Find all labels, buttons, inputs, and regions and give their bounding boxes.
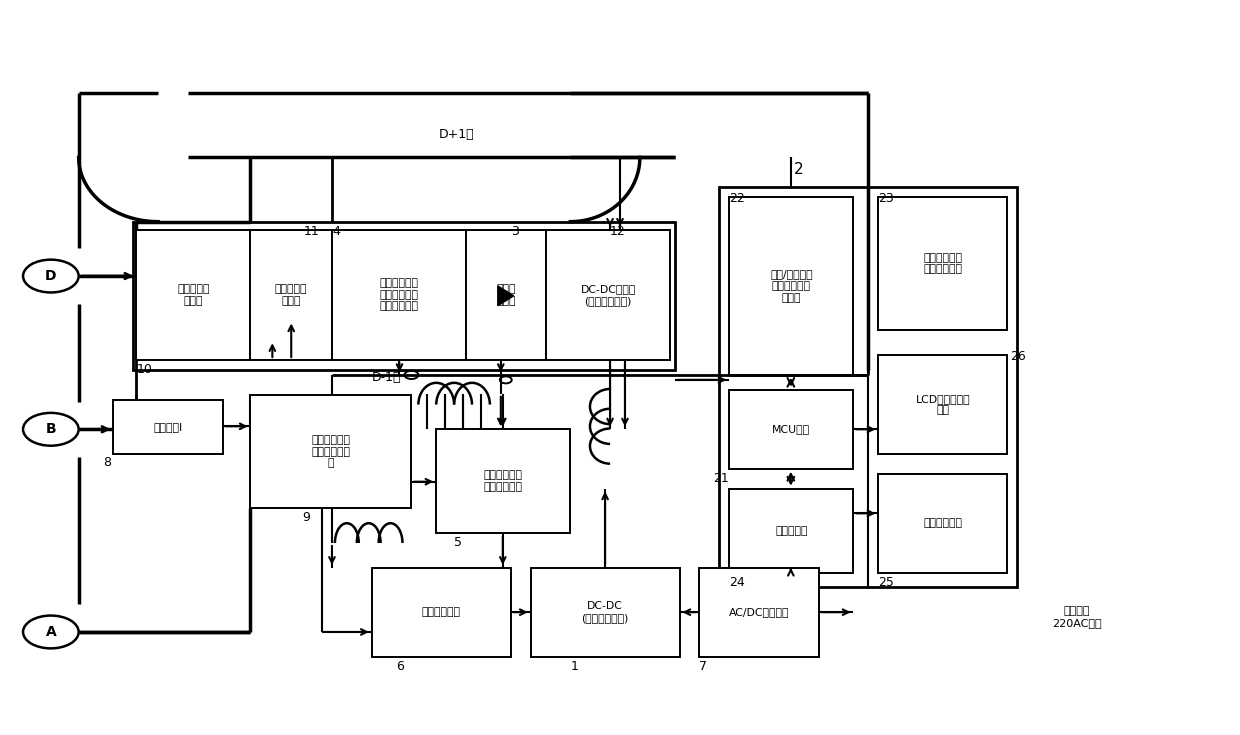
FancyBboxPatch shape	[466, 229, 547, 360]
Text: 安全保
护电路: 安全保 护电路	[496, 284, 516, 306]
Text: 2: 2	[794, 162, 804, 177]
Text: 蓄电池组单体
电压检测设备: 蓄电池组单体 电压检测设备	[924, 253, 962, 274]
FancyBboxPatch shape	[372, 567, 511, 656]
FancyBboxPatch shape	[878, 474, 1007, 573]
Text: 第二安全保
护电路: 第二安全保 护电路	[177, 284, 210, 306]
Text: 22: 22	[729, 192, 745, 205]
Text: DC-DC变换器
(高频开关电源): DC-DC变换器 (高频开关电源)	[580, 284, 636, 306]
Text: 1: 1	[570, 659, 578, 673]
Text: DC-DC
(主机工作电源): DC-DC (主机工作电源)	[582, 601, 629, 623]
FancyBboxPatch shape	[699, 567, 818, 656]
Text: 25: 25	[878, 576, 894, 589]
Text: D+1端: D+1端	[438, 128, 474, 141]
Text: 亦可外接
220AC输入: 亦可外接 220AC输入	[1052, 606, 1101, 628]
Text: 9: 9	[303, 512, 310, 524]
Text: LCD显示和键盘
输入: LCD显示和键盘 输入	[915, 394, 970, 415]
Text: 8: 8	[103, 456, 112, 469]
Text: 26: 26	[1011, 350, 1027, 363]
Text: 10: 10	[136, 363, 153, 376]
Text: 电源正反向极
性工作保护电
路: 电源正反向极 性工作保护电 路	[311, 435, 351, 468]
FancyBboxPatch shape	[250, 395, 412, 509]
Text: 电流检测I: 电流检测I	[154, 422, 182, 432]
Text: 正负极性转
换开关: 正负极性转 换开关	[275, 284, 308, 306]
FancyBboxPatch shape	[729, 390, 853, 469]
Text: 远程通信电路: 远程通信电路	[924, 518, 962, 528]
Text: B: B	[46, 423, 56, 437]
Text: 12: 12	[610, 225, 626, 237]
Text: 电流/电压数据
采集及转换控
制电路: 电流/电压数据 采集及转换控 制电路	[770, 269, 812, 303]
Text: 7: 7	[699, 659, 708, 673]
Text: 5: 5	[454, 536, 463, 549]
Text: AC/DC开关电源: AC/DC开关电源	[729, 607, 790, 617]
FancyBboxPatch shape	[547, 229, 670, 360]
Text: 自动限流充电
和等电位连接
安全控制电路: 自动限流充电 和等电位连接 安全控制电路	[379, 279, 418, 312]
Text: A: A	[46, 625, 56, 639]
FancyBboxPatch shape	[332, 229, 466, 360]
FancyBboxPatch shape	[436, 429, 570, 533]
Text: 21: 21	[713, 472, 729, 485]
Text: 24: 24	[729, 576, 745, 589]
FancyBboxPatch shape	[250, 229, 332, 360]
Text: 恒流放电负载
智能控制电路: 恒流放电负载 智能控制电路	[484, 470, 523, 492]
FancyBboxPatch shape	[531, 567, 680, 656]
FancyBboxPatch shape	[113, 400, 223, 454]
FancyBboxPatch shape	[729, 489, 853, 573]
Text: 11: 11	[304, 225, 320, 237]
FancyBboxPatch shape	[878, 197, 1007, 331]
FancyBboxPatch shape	[878, 355, 1007, 454]
Text: 3: 3	[511, 225, 518, 237]
Polygon shape	[497, 286, 513, 306]
Text: 放电负载电路: 放电负载电路	[422, 607, 461, 617]
Text: MCU单元: MCU单元	[773, 424, 811, 434]
Text: 4: 4	[332, 225, 340, 237]
Text: 数据存储器: 数据存储器	[775, 526, 807, 536]
Text: D: D	[45, 269, 57, 283]
Text: D-1端: D-1端	[372, 371, 402, 384]
Text: 6: 6	[397, 659, 404, 673]
Text: 23: 23	[878, 192, 894, 205]
FancyBboxPatch shape	[136, 229, 250, 360]
FancyBboxPatch shape	[729, 197, 853, 375]
